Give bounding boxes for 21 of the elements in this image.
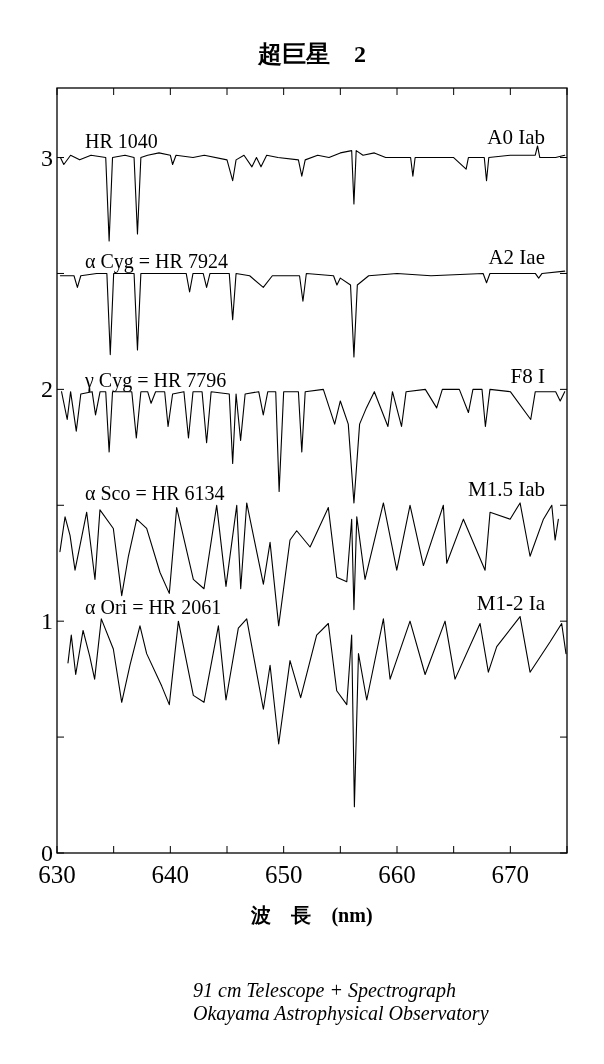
y-tick-label: 2 — [41, 376, 53, 403]
text: 91 cm Telescope + Spectrograph — [193, 979, 457, 1002]
y-tick-label: 3 — [41, 144, 53, 171]
x-tick-label: 670 — [491, 861, 530, 888]
annotation: M1.5 Iab — [468, 477, 545, 502]
series-label: γ Cyg = HR 7796 — [84, 368, 227, 392]
series-label: α Ori = HR 2061 — [85, 595, 222, 618]
x-axis-title: 波 長 (nm) — [250, 904, 373, 927]
annotation: A0 Iab — [487, 124, 545, 149]
annotation: M1-2 Ia — [476, 590, 546, 615]
text: Okayama Astrophysical Observatory — [193, 1002, 489, 1025]
annotation: F8 I — [510, 363, 545, 388]
x-tick-label: 650 — [264, 861, 303, 888]
y-tick-label: 1 — [41, 608, 53, 635]
series-label: HR 1040 — [85, 129, 158, 152]
series-label: α Cyg = HR 7924 — [85, 250, 228, 274]
chart-title: 超巨星 2 — [257, 41, 366, 67]
x-tick-label: 660 — [378, 861, 416, 888]
annotation: A2 Iae — [488, 245, 545, 270]
series-label: α Sco = HR 6134 — [85, 482, 225, 505]
x-tick-label: 640 — [151, 861, 190, 888]
